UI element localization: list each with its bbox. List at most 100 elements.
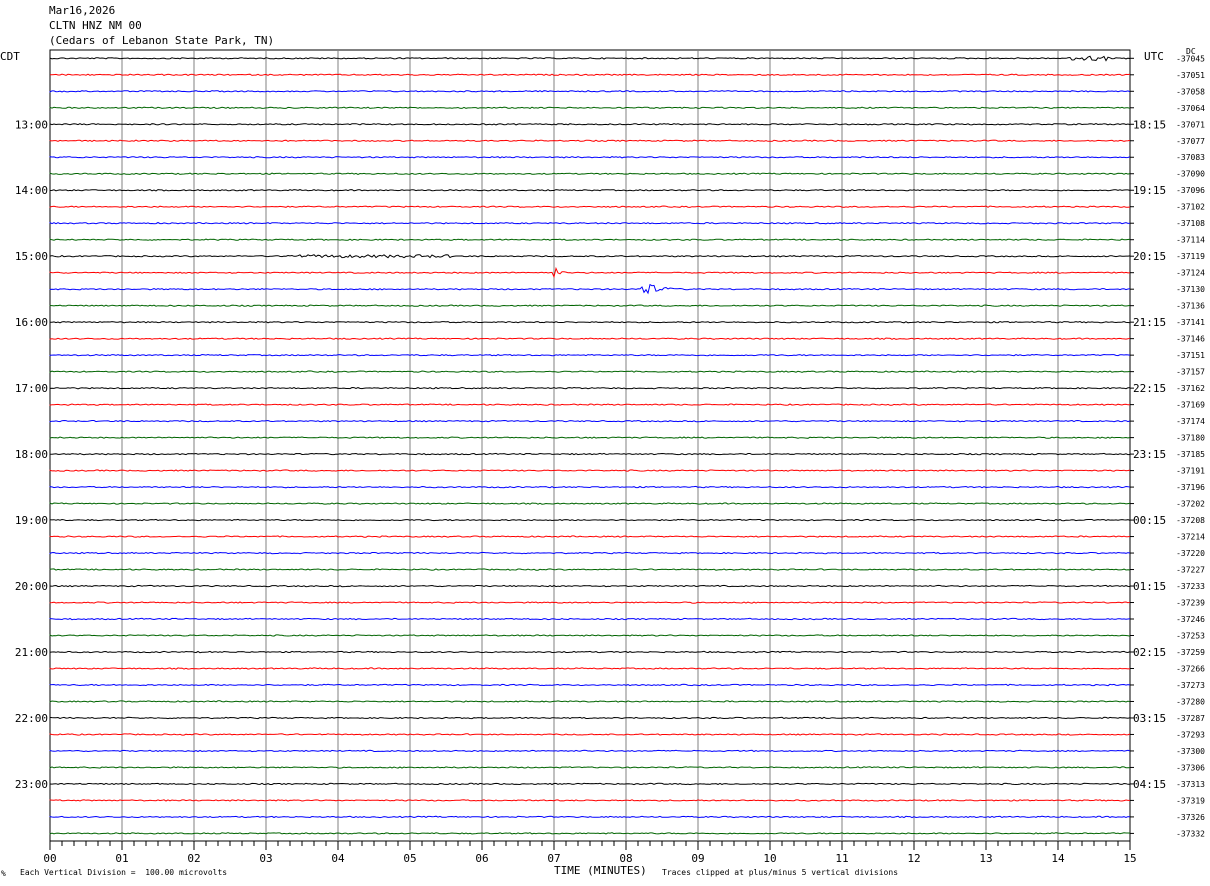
dc-offset-label: -37119 <box>1176 252 1205 261</box>
dc-offset-label: -37227 <box>1176 566 1205 575</box>
hour-label-right: 01:15 <box>1133 580 1166 593</box>
trace-line <box>49 337 1131 340</box>
trace-line <box>49 386 1131 390</box>
dc-offset-label: -37090 <box>1176 170 1205 179</box>
dc-offset-label: -37077 <box>1176 137 1205 146</box>
trace-line <box>49 90 1131 93</box>
hour-label-right: 23:15 <box>1133 448 1166 461</box>
trace-line <box>49 799 1130 802</box>
hour-label-right: 00:15 <box>1133 514 1166 527</box>
hour-label-left: 18:00 <box>15 448 48 461</box>
x-tick-label: 13 <box>979 852 992 865</box>
hour-label-left: 17:00 <box>15 382 48 395</box>
dc-offset-label: -37214 <box>1176 533 1205 542</box>
trace-line <box>50 73 1131 76</box>
dc-offset-label: -37259 <box>1176 648 1205 657</box>
trace-line <box>49 502 1131 505</box>
x-tick-label: 04 <box>331 852 345 865</box>
trace-line <box>49 403 1130 406</box>
trace-line <box>49 568 1131 571</box>
hour-label-left: 15:00 <box>15 250 48 263</box>
hour-label-left: 19:00 <box>15 514 48 527</box>
dc-offset-label: -37114 <box>1176 236 1205 245</box>
dc-offset-label: -37108 <box>1176 219 1205 228</box>
trace-line <box>49 551 1131 555</box>
dc-offset-label: -37045 <box>1176 54 1205 63</box>
x-tick-label: 06 <box>475 852 488 865</box>
x-axis-label: TIME (MINUTES) <box>554 864 647 877</box>
dc-offset-label: -37293 <box>1176 730 1205 739</box>
trace-line <box>49 221 1131 225</box>
dc-offset-label: -37300 <box>1176 747 1205 756</box>
hour-label-right: 04:15 <box>1133 778 1166 791</box>
dc-offset-label: -37233 <box>1176 582 1205 591</box>
trace-line <box>49 55 1131 62</box>
trace-line <box>49 172 1131 175</box>
hour-label-left: 14:00 <box>15 184 48 197</box>
dc-offset-label: -37239 <box>1176 599 1205 608</box>
hour-label-left: 23:00 <box>15 778 48 791</box>
dc-offset-label: -37332 <box>1176 829 1205 838</box>
x-tick-label: 10 <box>763 852 776 865</box>
hour-label-right: 18:15 <box>1133 118 1166 131</box>
dc-offset-label: -37266 <box>1176 664 1205 673</box>
dc-offset-label: -37136 <box>1176 302 1205 311</box>
plot-frame <box>49 49 1131 842</box>
dc-offset-label: -37151 <box>1176 351 1205 360</box>
dc-offset-label: -37185 <box>1176 450 1205 459</box>
dc-offset-label: -37157 <box>1176 368 1205 377</box>
x-tick-label: 15 <box>1123 852 1136 865</box>
trace-line <box>49 156 1131 159</box>
trace-line <box>49 266 1131 279</box>
x-tick-label: 03 <box>259 852 272 865</box>
trace-line <box>49 749 1131 753</box>
trace-line <box>49 518 1131 522</box>
trace-line <box>49 617 1131 621</box>
dc-offset-label: -37319 <box>1176 796 1205 805</box>
trace-line <box>49 683 1131 687</box>
dc-offset-label: -37169 <box>1176 401 1205 410</box>
dc-offset-header: DC <box>1186 47 1196 56</box>
trace-line <box>49 436 1131 439</box>
dc-offset-label: -37220 <box>1176 549 1205 558</box>
corner-mark: % <box>1 869 6 878</box>
dc-offset-label: -37102 <box>1176 203 1205 212</box>
station-location: (Cedars of Lebanon State Park, TN) <box>49 34 275 47</box>
x-tick-label: 08 <box>619 852 632 865</box>
dc-offset-label: -37058 <box>1176 87 1205 96</box>
dc-offset-label: -37326 <box>1176 813 1205 822</box>
trace-line <box>49 320 1131 324</box>
trace-line <box>49 419 1131 423</box>
x-tick-label: 09 <box>691 852 704 865</box>
dc-offset-label: -37208 <box>1176 516 1205 525</box>
hour-label-right: 02:15 <box>1133 646 1166 659</box>
trace-line <box>49 766 1131 769</box>
station-code: CLTN HNZ NM 00 <box>49 19 142 32</box>
trace-line <box>49 106 1131 109</box>
scale-note: Each Vertical Division = 100.00 microvol… <box>20 868 228 877</box>
dc-offset-label: -37071 <box>1176 120 1205 129</box>
dc-offset-label: -37313 <box>1176 780 1205 789</box>
trace-line <box>49 535 1131 538</box>
trace-line <box>49 452 1131 456</box>
x-tick-label: 11 <box>835 852 848 865</box>
x-tick-label: 05 <box>403 852 416 865</box>
left-timezone: CDT <box>0 50 20 63</box>
trace-line <box>49 370 1131 374</box>
dc-offset-label: -37246 <box>1176 615 1205 624</box>
trace-line <box>49 123 1131 126</box>
trace-line <box>49 304 1131 307</box>
trace-line <box>49 584 1131 588</box>
hour-label-left: 22:00 <box>15 712 48 725</box>
trace-line <box>49 782 1131 786</box>
dc-offset-label: -37202 <box>1176 500 1205 509</box>
trace-line <box>49 634 1131 637</box>
dc-offset-label: -37287 <box>1176 714 1205 723</box>
dc-offset-label: -37064 <box>1176 104 1205 113</box>
dc-offset-label: -37196 <box>1176 483 1205 492</box>
trace-line <box>49 601 1131 604</box>
hour-label-right: 21:15 <box>1133 316 1166 329</box>
trace-line <box>49 667 1131 670</box>
dc-offset-label: -37273 <box>1176 681 1205 690</box>
